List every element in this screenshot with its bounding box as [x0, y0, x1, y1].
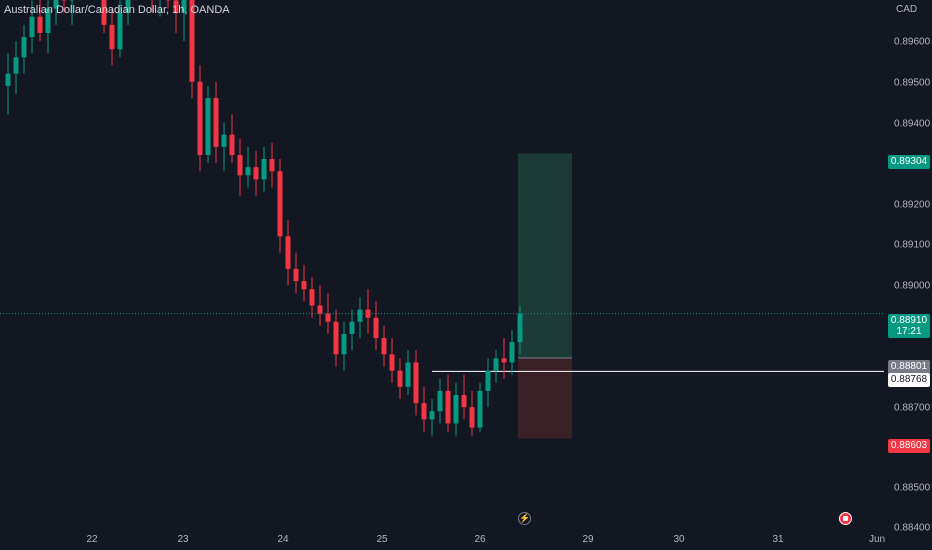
candle-body — [517, 313, 523, 343]
price-tick: 0.89000 — [894, 280, 931, 292]
candle-body — [277, 171, 283, 237]
candle-body — [293, 268, 299, 282]
candle-body — [405, 362, 411, 387]
time-tick: Jun — [868, 534, 886, 545]
stop-loss-tag[interactable]: 0.88603 — [888, 439, 930, 453]
take-profit-zone — [518, 153, 572, 358]
candle-body — [101, 0, 107, 25]
bar-countdown: 17:21 — [896, 326, 922, 337]
candle-body — [413, 362, 419, 404]
candlestick-chart[interactable] — [0, 0, 884, 528]
candle-body — [349, 321, 355, 334]
candle-body — [109, 24, 115, 50]
candle-body — [205, 98, 211, 155]
candle-body — [469, 407, 475, 428]
candle-body — [453, 394, 459, 424]
candle-body — [13, 57, 19, 74]
currency-label: CAD — [896, 4, 918, 15]
candle-body — [125, 0, 131, 13]
stop-loss-zone — [518, 357, 572, 439]
candle-body — [461, 394, 467, 408]
candle-body — [229, 134, 235, 155]
time-axis[interactable]: 22 23 24 25 26 29 30 31 Jun — [0, 528, 886, 550]
candle-body — [357, 309, 363, 322]
time-tick: 26 — [474, 534, 486, 545]
time-tick: 23 — [177, 534, 189, 545]
candle-body — [285, 236, 291, 269]
flash-event-icon[interactable]: ⚡ — [518, 512, 531, 525]
candle-body — [389, 354, 395, 371]
canada-event-icon[interactable] — [839, 512, 852, 525]
price-tick: 0.88700 — [894, 402, 931, 414]
price-tick: 0.89500 — [894, 77, 931, 89]
candle-body — [341, 333, 347, 355]
candle-body — [301, 281, 307, 290]
candle-body — [373, 317, 379, 339]
time-tick: 22 — [86, 534, 98, 545]
candle-body — [493, 358, 499, 371]
price-axis[interactable]: CAD 0.89600 0.89500 0.89400 0.89200 0.89… — [884, 0, 932, 534]
horizontal-line-tag[interactable]: 0.88768 — [888, 373, 930, 387]
candle-body — [253, 167, 259, 180]
time-tick: 29 — [582, 534, 594, 545]
candle-body — [21, 37, 27, 58]
candle-body — [181, 0, 187, 13]
candle-body — [237, 154, 243, 176]
candle-body — [365, 309, 371, 318]
time-tick: 25 — [376, 534, 388, 545]
candle-body — [445, 390, 451, 424]
candle-body — [437, 390, 443, 412]
candle-body — [173, 0, 179, 13]
candle-body — [189, 0, 195, 82]
candle-body — [245, 167, 251, 176]
price-tick: 0.88500 — [894, 482, 931, 494]
candle-body — [269, 159, 275, 172]
candle-body — [325, 313, 331, 322]
chart-pane[interactable]: Australian Dollar/Canadian Dollar, 1h, O… — [0, 0, 884, 528]
candle-body — [261, 159, 267, 180]
candle-body — [477, 390, 483, 428]
price-tick: 0.89200 — [894, 199, 931, 211]
candle-body — [429, 411, 435, 420]
symbol-title[interactable]: Australian Dollar/Canadian Dollar, 1h, O… — [4, 4, 230, 16]
candle-body — [421, 403, 427, 420]
last-price-value: 0.88910 — [890, 315, 928, 326]
time-tick: 24 — [277, 534, 289, 545]
candle-body — [501, 358, 507, 363]
candle-body — [37, 16, 43, 33]
price-tick: 0.89600 — [894, 36, 931, 48]
price-tick: 0.88400 — [894, 522, 931, 534]
price-tick: 0.89400 — [894, 118, 931, 130]
time-tick: 30 — [673, 534, 685, 545]
candle-body — [29, 16, 35, 38]
candle-body — [333, 321, 339, 355]
candle-body — [317, 305, 323, 314]
candle-body — [197, 81, 203, 155]
candle-body — [381, 338, 387, 355]
candle-body — [509, 342, 515, 363]
take-profit-tag[interactable]: 0.89304 — [888, 155, 930, 169]
candle-body — [221, 134, 227, 147]
candle-body — [53, 0, 59, 9]
price-tick: 0.89100 — [894, 239, 931, 251]
candle-body — [213, 98, 219, 147]
candle-body — [397, 370, 403, 387]
candle-body — [309, 289, 315, 306]
candle-body — [45, 8, 51, 33]
time-tick: 31 — [772, 534, 784, 545]
entry-price-tag[interactable]: 0.88801 — [888, 360, 930, 374]
candle-body — [5, 73, 11, 86]
candle-body — [485, 370, 491, 391]
last-price-tag[interactable]: 0.88910 17:21 — [888, 314, 930, 338]
candle-body — [117, 12, 123, 50]
